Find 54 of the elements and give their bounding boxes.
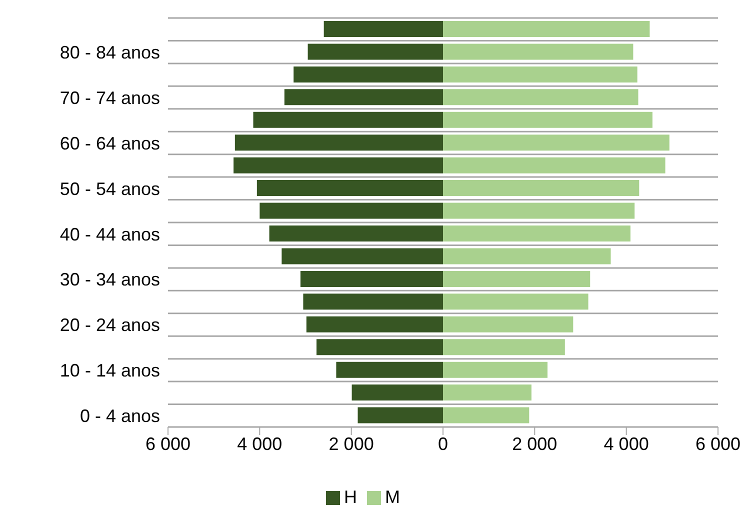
- bar: [443, 44, 634, 60]
- bar: [443, 270, 590, 287]
- y-tick-label: 70 - 74 anos: [60, 88, 160, 108]
- x-tick-label: 0: [438, 434, 448, 454]
- bar: [443, 112, 652, 128]
- bar: [306, 316, 443, 332]
- bar: [234, 157, 443, 174]
- bar: [443, 226, 630, 242]
- y-tick-label: 30 - 34 anos: [60, 270, 160, 290]
- y-tick-label: 50 - 54 anos: [60, 178, 160, 199]
- bar: [443, 384, 532, 401]
- bar: [443, 316, 574, 332]
- bar: [443, 407, 530, 424]
- bar: [300, 270, 443, 287]
- y-tick-label: 80 - 84 anos: [60, 42, 160, 62]
- x-tick-label: 4 000: [604, 434, 649, 454]
- bar: [324, 21, 443, 37]
- bar: [443, 180, 640, 196]
- bar: [443, 21, 650, 37]
- bar: [352, 384, 443, 401]
- bar: [443, 157, 666, 174]
- legend-label: H: [344, 487, 357, 507]
- bar: [269, 226, 443, 242]
- y-tick-label: 0 - 4 anos: [80, 406, 160, 426]
- bar: [303, 294, 443, 310]
- bar: [443, 294, 588, 310]
- y-tick-label: 20 - 24 anos: [60, 315, 160, 336]
- bar: [316, 339, 443, 356]
- y-tick-label: 60 - 64 anos: [60, 133, 160, 154]
- bar: [358, 407, 443, 424]
- bar: [443, 362, 548, 378]
- bar: [443, 89, 638, 106]
- x-tick-label: 6 000: [145, 434, 191, 454]
- bar: [443, 248, 611, 264]
- y-tick-label: 40 - 44 anos: [60, 224, 160, 244]
- bar: [253, 112, 443, 128]
- bar: [443, 134, 670, 151]
- y-tick-label: 10 - 14 anos: [60, 360, 160, 381]
- bar: [294, 66, 443, 82]
- x-tick-label: 6 000: [695, 434, 741, 454]
- bar: [260, 202, 443, 219]
- bar: [443, 202, 635, 219]
- bar: [308, 44, 443, 60]
- bar: [256, 180, 443, 196]
- bar: [443, 339, 565, 356]
- x-tick-label: 4 000: [237, 434, 282, 454]
- bar: [234, 134, 443, 151]
- bar: [336, 362, 443, 378]
- x-tick-label: 2 000: [512, 434, 558, 454]
- legend-label: M: [385, 487, 400, 507]
- x-tick-label: 2 000: [328, 434, 374, 454]
- bar: [282, 248, 443, 264]
- bar: [284, 89, 443, 106]
- bar: [443, 66, 638, 82]
